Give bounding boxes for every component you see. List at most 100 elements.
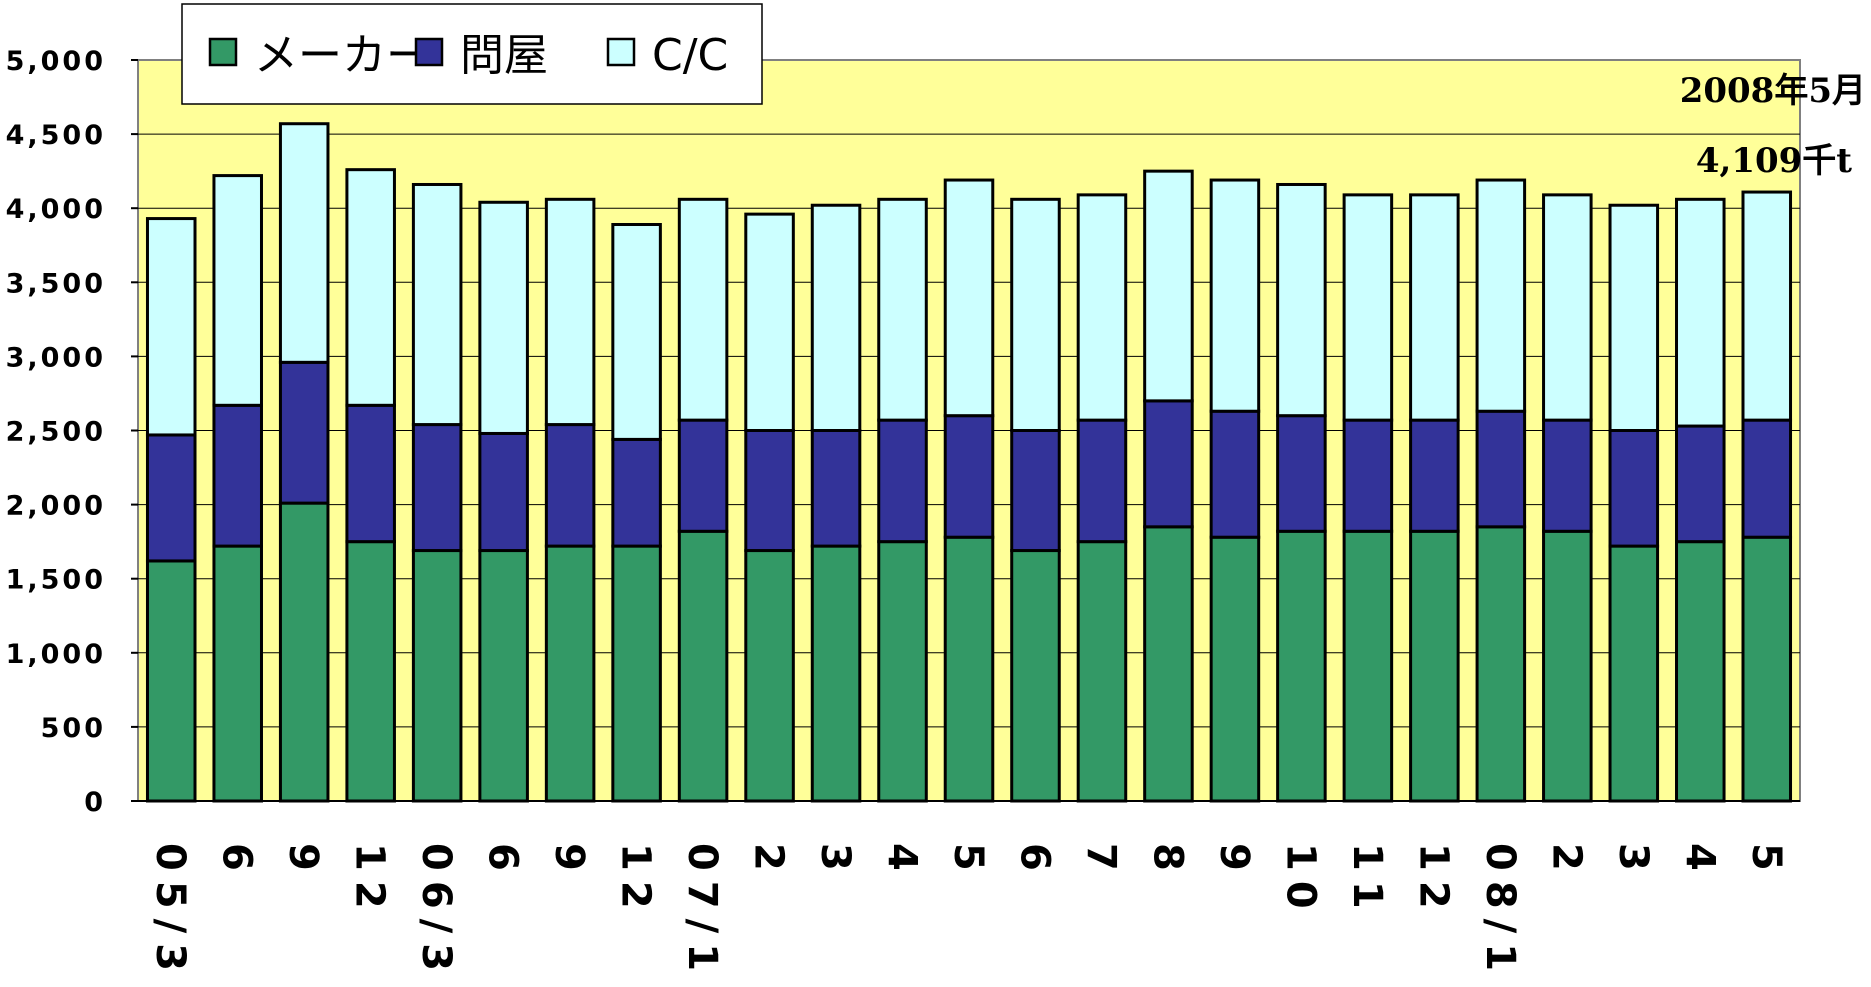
x-tick-label: 2 bbox=[1543, 843, 1589, 881]
bar-segment-wholesaler bbox=[611, 437, 662, 548]
x-tick-label: 5 bbox=[945, 843, 991, 881]
bar-segment-cc bbox=[1608, 203, 1660, 432]
bar-segment-cc bbox=[1076, 193, 1128, 422]
x-tick-label: 8 bbox=[1144, 843, 1190, 881]
x-tick-label: 9 bbox=[280, 843, 326, 881]
bar-segment-maker bbox=[1143, 525, 1194, 803]
y-tick-label: 3,500 bbox=[6, 268, 106, 299]
bar-segment-wholesaler bbox=[744, 429, 795, 553]
y-tick-label: 1,000 bbox=[6, 639, 106, 670]
annotation-volume: 4,109千t bbox=[1696, 141, 1852, 181]
y-tick-label: 500 bbox=[41, 713, 106, 744]
bar-segment-maker bbox=[744, 549, 795, 803]
bar-segment-wholesaler bbox=[677, 418, 729, 533]
bar-segment-cc bbox=[1342, 193, 1394, 422]
y-tick-label: 3,000 bbox=[6, 342, 106, 373]
bar-segment-wholesaler bbox=[1608, 429, 1660, 548]
bar-segment-wholesaler bbox=[1475, 409, 1527, 529]
bar-segment-cc bbox=[212, 174, 263, 407]
x-tick-label: 12 bbox=[1410, 843, 1456, 919]
y-tick-label: 4,000 bbox=[6, 194, 106, 225]
x-tick-label: 05/3 bbox=[147, 843, 193, 981]
bar-segment-wholesaler bbox=[1276, 414, 1327, 533]
bar-segment-maker bbox=[1276, 529, 1327, 803]
x-tick-label: 12 bbox=[613, 843, 659, 919]
bar-segment-wholesaler bbox=[943, 414, 995, 539]
bar-segment-cc bbox=[1143, 169, 1194, 403]
bar-segment-cc bbox=[411, 182, 463, 427]
bar-segment-maker bbox=[145, 559, 197, 803]
x-tick-label: 10 bbox=[1277, 843, 1323, 919]
x-tick-label: 4 bbox=[1676, 843, 1722, 881]
bar-segment-maker bbox=[544, 544, 596, 803]
bar-segment-maker bbox=[810, 544, 862, 803]
bar-segment-cc bbox=[1209, 178, 1261, 413]
bar-segment-maker bbox=[1542, 529, 1593, 803]
bar-segment-cc bbox=[1010, 197, 1061, 432]
bar-segment-maker bbox=[278, 501, 330, 803]
bar-segment-maker bbox=[1475, 525, 1527, 803]
legend-label-maker: メーカー bbox=[254, 30, 430, 81]
x-tick-label: 6 bbox=[214, 843, 260, 881]
bar-segment-wholesaler bbox=[1342, 418, 1394, 533]
x-tick-label: 06/3 bbox=[413, 843, 459, 981]
bar-segment-wholesaler bbox=[345, 403, 396, 544]
bar-segment-maker bbox=[212, 544, 263, 803]
bar-segment-wholesaler bbox=[145, 433, 197, 563]
bar-segment-wholesaler bbox=[478, 431, 529, 553]
bar-segment-cc bbox=[1542, 193, 1593, 422]
bar-segment-wholesaler bbox=[1409, 418, 1460, 533]
bar-segment-cc bbox=[1409, 193, 1460, 422]
bar-segment-wholesaler bbox=[411, 423, 463, 553]
bar-segment-cc bbox=[278, 122, 330, 364]
x-tick-label: 3 bbox=[1610, 843, 1656, 881]
bar-segment-cc bbox=[810, 203, 862, 432]
bar-segment-cc bbox=[877, 197, 928, 422]
bar-segment-maker bbox=[677, 529, 729, 803]
legend-label-wholesaler: 問屋 bbox=[460, 30, 548, 81]
y-tick-label: 0 bbox=[84, 787, 106, 818]
bar-segment-wholesaler bbox=[1542, 418, 1593, 533]
bar-segment-wholesaler bbox=[212, 403, 263, 548]
bar-segment-wholesaler bbox=[1675, 424, 1726, 544]
bar-segment-cc bbox=[677, 197, 729, 422]
bar-segment-maker bbox=[877, 540, 928, 803]
x-tick-label: 07/1 bbox=[679, 843, 725, 981]
bar-segment-maker bbox=[411, 549, 463, 803]
legend-box bbox=[181, 3, 763, 105]
x-tick-label: 7 bbox=[1078, 843, 1124, 881]
legend-swatch-wholesaler bbox=[414, 37, 444, 67]
x-tick-label: 3 bbox=[812, 843, 858, 881]
bar-segment-wholesaler bbox=[278, 360, 330, 505]
bar-segment-cc bbox=[478, 200, 529, 435]
y-tick-label: 5,000 bbox=[6, 46, 106, 77]
x-axis-labels: 05/3 6 9 12 06/3 6 9 12 07/1 2 3 4 5 6 7 8 9 10 11 12 08/1 2 3… bbox=[147, 843, 1789, 981]
bar-segment-maker bbox=[1675, 540, 1726, 803]
bar-segment-maker bbox=[611, 544, 662, 803]
bar-segment-cc bbox=[1675, 197, 1726, 428]
bar-segment-maker bbox=[1010, 549, 1061, 803]
bar-segment-wholesaler bbox=[1209, 409, 1261, 539]
bar-segment-wholesaler bbox=[810, 429, 862, 548]
x-tick-label: 4 bbox=[879, 843, 925, 881]
annotation-date: 2008年5月 bbox=[1680, 71, 1866, 111]
bar-segment-wholesaler bbox=[544, 423, 596, 548]
x-tick-label: 6 bbox=[1011, 843, 1057, 881]
x-tick-label: 6 bbox=[480, 843, 526, 881]
y-tick-label: 4,500 bbox=[6, 120, 106, 151]
bar-segment-maker bbox=[1342, 529, 1394, 803]
bar-segment-maker bbox=[1076, 540, 1128, 803]
legend-swatch-maker bbox=[208, 37, 238, 67]
bar-segment-maker bbox=[943, 535, 995, 803]
bar-segment-wholesaler bbox=[1076, 418, 1128, 544]
x-tick-label: 5 bbox=[1743, 843, 1789, 881]
bar-segment-maker bbox=[1409, 529, 1460, 803]
bar-segment-cc bbox=[611, 223, 662, 441]
x-tick-label: 11 bbox=[1344, 843, 1390, 919]
legend-swatch-cc bbox=[606, 37, 636, 67]
y-tick-label: 2,500 bbox=[6, 417, 106, 448]
x-tick-label: 9 bbox=[546, 843, 592, 881]
bar-segment-maker bbox=[1741, 535, 1793, 803]
y-axis-ticks: 0 500 1,000 1,500 2,000 2,500 3,000 3,500 4,000 4… bbox=[6, 46, 138, 818]
